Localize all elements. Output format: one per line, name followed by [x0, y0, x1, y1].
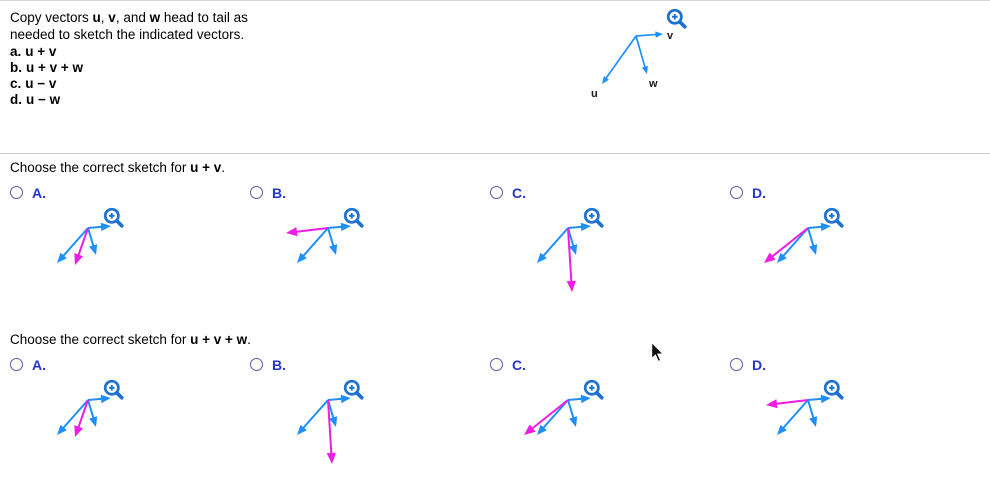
sketch-image [520, 222, 620, 326]
option-label: D. [752, 356, 766, 373]
vector-sketch [40, 207, 140, 322]
option-radio[interactable] [10, 186, 23, 199]
option-radio[interactable] [730, 358, 743, 371]
q2-option-a: A. [10, 352, 230, 493]
sketch-image [760, 222, 860, 326]
question2-prompt: Choose the correct sketch for u + v + w. [10, 332, 251, 347]
q1-option-b: B. [250, 180, 470, 330]
part-a: a. u + v [10, 44, 57, 59]
zoom-icon[interactable] [582, 206, 605, 229]
option-label: C. [512, 184, 526, 201]
problem-parts: a. u + v b. u + v + w c. u − v d. u − w [10, 44, 248, 108]
zoom-icon[interactable] [665, 7, 688, 30]
sketch-image [760, 394, 860, 493]
q1-option-a: A. [10, 180, 230, 330]
vector-sketch [40, 379, 140, 493]
q2-option-c: C. [490, 352, 710, 493]
svg-text:v: v [667, 30, 674, 42]
part-c: c. u − v [10, 76, 57, 91]
option-label: D. [752, 184, 766, 201]
part-b: b. u + v + w [10, 60, 84, 75]
problem-intro-line1: Copy vectors u, v, and w head to tail as [10, 10, 248, 25]
option-label: B. [272, 356, 286, 373]
q1-option-d: D. [730, 180, 950, 330]
problem-statement: Copy vectors u, v, and w head to tail as… [10, 9, 248, 108]
vector-sketch [520, 207, 620, 322]
option-label: A. [32, 356, 46, 373]
option-radio[interactable] [730, 186, 743, 199]
vectors-figure: v u w [585, 5, 703, 111]
zoom-icon[interactable] [342, 206, 365, 229]
zoom-icon[interactable] [582, 378, 605, 401]
option-radio[interactable] [250, 358, 263, 371]
option-label: C. [512, 356, 526, 373]
section-divider [0, 153, 990, 154]
zoom-icon[interactable] [822, 206, 845, 229]
svg-text:w: w [648, 78, 658, 90]
part-d: d. u − w [10, 92, 61, 107]
q1-option-c: C. [490, 180, 710, 330]
option-radio[interactable] [250, 186, 263, 199]
vector-sketch [280, 379, 380, 493]
option-radio[interactable] [490, 358, 503, 371]
problem-intro-line2: needed to sketch the indicated vectors. [10, 27, 245, 42]
zoom-icon[interactable] [102, 378, 125, 401]
q2-option-d: D. [730, 352, 950, 493]
option-label: B. [272, 184, 286, 201]
uvw-vectors-image: v u w [585, 30, 703, 115]
svg-text:u: u [591, 88, 598, 100]
zoom-icon[interactable] [822, 378, 845, 401]
sketch-image [520, 394, 620, 493]
mouse-cursor [650, 340, 667, 365]
option-radio[interactable] [10, 358, 23, 371]
option-label: A. [32, 184, 46, 201]
sketch-image [280, 222, 380, 326]
q2-option-b: B. [250, 352, 470, 493]
zoom-icon[interactable] [342, 378, 365, 401]
vector-sketch [280, 207, 380, 322]
vector-sketch [760, 207, 860, 322]
sketch-image [40, 394, 140, 493]
vector-sketch [760, 379, 860, 493]
sketch-image [40, 222, 140, 326]
vector-sketch [520, 379, 620, 493]
question1-prompt: Choose the correct sketch for u + v. [10, 160, 225, 175]
sketch-image [280, 394, 380, 493]
option-radio[interactable] [490, 186, 503, 199]
zoom-icon[interactable] [102, 206, 125, 229]
